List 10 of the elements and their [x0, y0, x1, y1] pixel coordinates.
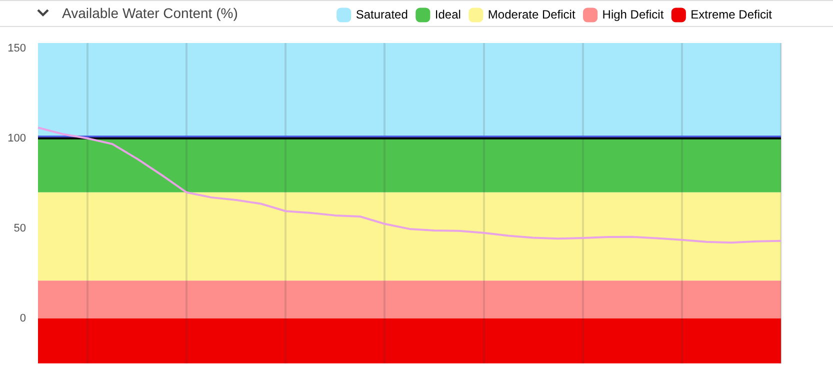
legend-label: High Deficit: [602, 7, 664, 22]
legend-label: Moderate Deficit: [488, 7, 576, 22]
chart-title: Available Water Content (%): [62, 5, 238, 21]
legend-label: Extreme Deficit: [690, 7, 773, 22]
y-tick-label: 100: [8, 132, 26, 144]
y-tick-label: 50: [14, 222, 26, 234]
y-tick-label: 150: [8, 42, 26, 54]
y-tick-label: 0: [20, 312, 26, 324]
legend-label: Ideal: [434, 7, 461, 22]
legend-label: Saturated: [356, 7, 408, 22]
